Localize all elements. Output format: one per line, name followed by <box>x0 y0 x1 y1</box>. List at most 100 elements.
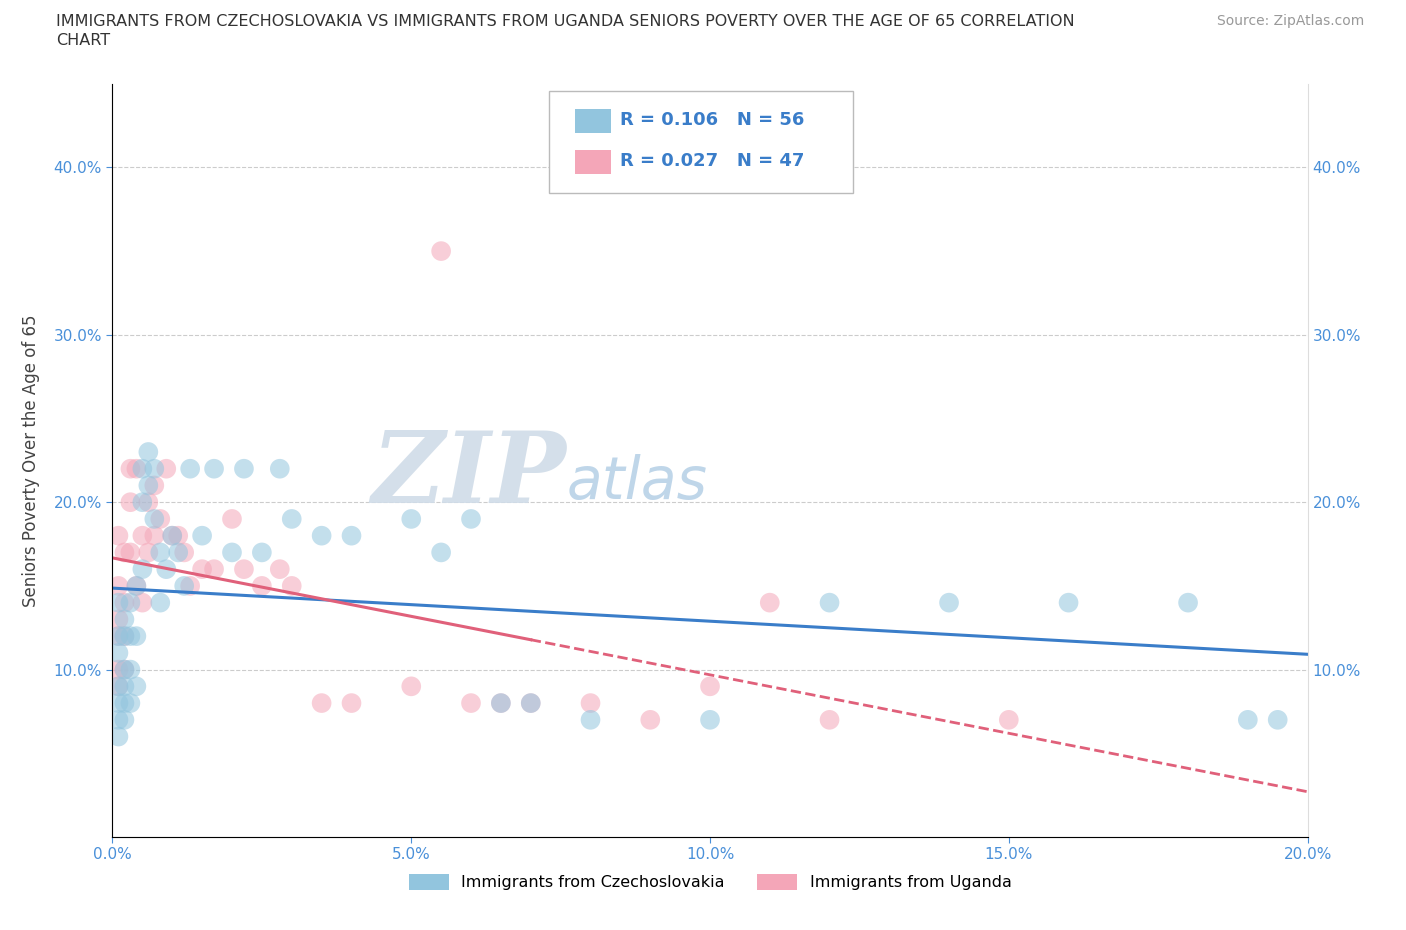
Point <box>173 578 195 593</box>
Point <box>155 461 177 476</box>
Point <box>167 545 190 560</box>
Text: ZIP: ZIP <box>371 427 567 524</box>
Point <box>125 629 148 644</box>
Point <box>340 528 363 543</box>
Point <box>143 528 166 543</box>
Point <box>114 545 135 560</box>
Point <box>579 712 602 727</box>
Point <box>149 595 172 610</box>
Point <box>430 545 453 560</box>
FancyBboxPatch shape <box>548 91 853 193</box>
Point <box>125 578 148 593</box>
Point <box>401 512 423 526</box>
Point <box>221 545 243 560</box>
Point <box>107 612 129 627</box>
Point <box>107 712 129 727</box>
Point <box>202 562 225 577</box>
Point <box>107 696 129 711</box>
Point <box>699 712 721 727</box>
Point <box>191 528 214 543</box>
Point <box>107 679 129 694</box>
Text: Source: ZipAtlas.com: Source: ZipAtlas.com <box>1216 14 1364 28</box>
Point <box>107 662 129 677</box>
Point <box>143 461 166 476</box>
Point <box>138 478 160 493</box>
Point <box>125 679 148 694</box>
Point <box>114 679 135 694</box>
Point <box>149 545 172 560</box>
Point <box>114 712 135 727</box>
Point <box>114 612 135 627</box>
Point <box>311 696 333 711</box>
Point <box>520 696 543 711</box>
Point <box>818 712 841 727</box>
Point <box>1057 595 1080 610</box>
Point <box>114 662 135 677</box>
Point <box>107 629 129 644</box>
Point <box>131 495 153 510</box>
Point <box>107 679 129 694</box>
Point <box>120 629 142 644</box>
Text: atlas: atlas <box>567 455 707 512</box>
Point <box>120 662 142 677</box>
Point <box>120 595 142 610</box>
Point <box>114 662 135 677</box>
Point <box>520 696 543 711</box>
Point <box>759 595 782 610</box>
Point <box>120 696 142 711</box>
Point <box>162 528 183 543</box>
Point <box>131 528 153 543</box>
Point <box>221 512 243 526</box>
Point <box>179 578 201 593</box>
Legend: Immigrants from Czechoslovakia, Immigrants from Uganda: Immigrants from Czechoslovakia, Immigran… <box>402 868 1018 897</box>
Point <box>155 562 177 577</box>
Point <box>131 595 153 610</box>
Point <box>125 461 148 476</box>
Point <box>233 562 256 577</box>
Point <box>1177 595 1199 610</box>
Point <box>640 712 662 727</box>
Point <box>149 512 172 526</box>
Text: CHART: CHART <box>56 33 110 47</box>
Point <box>281 512 304 526</box>
Point <box>120 461 142 476</box>
Point <box>269 461 291 476</box>
Point <box>125 578 148 593</box>
Point <box>138 445 160 459</box>
Point <box>818 595 841 610</box>
Point <box>138 495 160 510</box>
Point <box>579 696 602 711</box>
Point <box>167 528 190 543</box>
Point <box>162 528 183 543</box>
Y-axis label: Seniors Poverty Over the Age of 65: Seniors Poverty Over the Age of 65 <box>21 314 39 606</box>
Point <box>114 629 135 644</box>
Point <box>250 578 273 593</box>
Point <box>107 645 129 660</box>
Point <box>233 461 256 476</box>
Point <box>250 545 273 560</box>
Text: R = 0.027   N = 47: R = 0.027 N = 47 <box>620 152 804 169</box>
Point <box>202 461 225 476</box>
Point <box>114 629 135 644</box>
Point <box>114 595 135 610</box>
Point <box>430 244 453 259</box>
Point <box>460 696 482 711</box>
Point <box>107 729 129 744</box>
Point <box>120 545 142 560</box>
FancyBboxPatch shape <box>575 150 610 174</box>
Point <box>699 679 721 694</box>
Point <box>107 629 129 644</box>
Point <box>1267 712 1289 727</box>
Point <box>489 696 512 711</box>
Point <box>340 696 363 711</box>
Point <box>191 562 214 577</box>
Point <box>138 545 160 560</box>
Point <box>1237 712 1260 727</box>
Point <box>998 712 1021 727</box>
Point <box>489 696 512 711</box>
Point <box>114 696 135 711</box>
Point <box>179 461 201 476</box>
Point <box>131 461 153 476</box>
Point <box>281 578 304 593</box>
Point <box>938 595 960 610</box>
